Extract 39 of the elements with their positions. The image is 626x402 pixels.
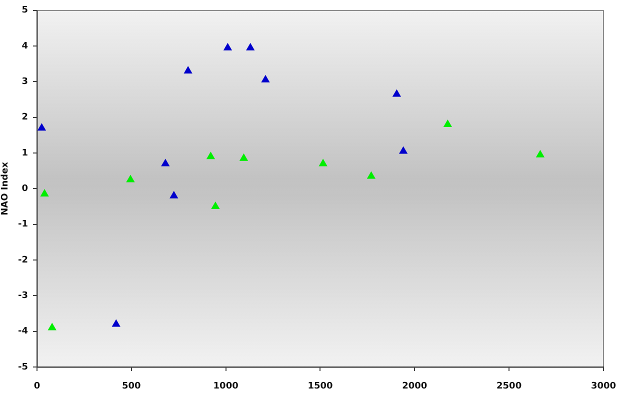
y-tick-label: 4 — [22, 41, 28, 52]
point — [246, 43, 254, 50]
point — [240, 154, 248, 161]
point — [367, 172, 376, 179]
y-tick-label: 2 — [22, 112, 28, 123]
point — [206, 152, 215, 160]
point — [48, 323, 56, 330]
point — [444, 120, 452, 128]
y-tick-label: -5 — [18, 362, 28, 372]
point — [392, 90, 401, 97]
y-axis-title: NAO Index — [0, 162, 11, 216]
x-tick-label: 500 — [122, 382, 141, 392]
x-tick-label: 2500 — [496, 382, 522, 392]
point — [38, 124, 46, 131]
y-tick-label: 1 — [22, 148, 28, 158]
y-tick-label: 0 — [22, 184, 28, 194]
x-tick-label: 2000 — [402, 382, 428, 392]
point — [262, 75, 270, 82]
y-tick-label: -1 — [18, 220, 28, 230]
x-tick-label: 1000 — [213, 382, 238, 392]
x-tick-label: 1500 — [308, 382, 333, 392]
point — [184, 66, 192, 74]
point — [224, 43, 232, 50]
y-tick-label: -2 — [18, 255, 28, 266]
point — [319, 159, 328, 166]
x-tick-label: 3000 — [590, 382, 616, 392]
point — [399, 146, 408, 154]
point — [40, 190, 49, 197]
y-tick-label: -4 — [18, 326, 28, 337]
y-tick-label: 5 — [22, 6, 28, 16]
point — [112, 320, 120, 327]
point — [536, 150, 544, 158]
point — [161, 159, 170, 166]
y-tick-label: -3 — [18, 291, 28, 302]
point — [211, 202, 220, 210]
x-tick-label: 0 — [34, 382, 40, 392]
point — [170, 191, 178, 198]
point — [126, 175, 134, 182]
y-tick-label: 3 — [22, 77, 28, 88]
